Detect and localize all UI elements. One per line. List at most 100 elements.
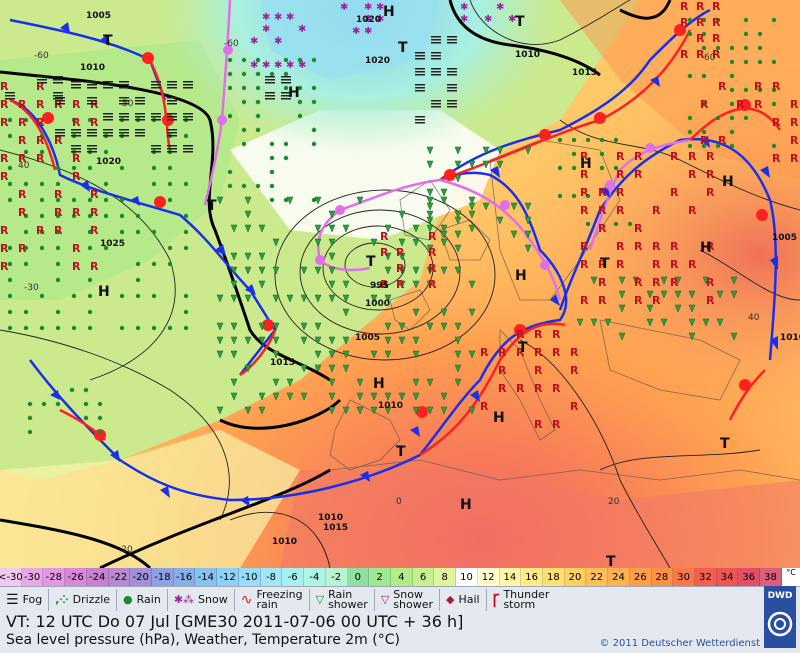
thunderstorm-mark: R	[712, 16, 721, 29]
rain-dot	[311, 127, 317, 133]
shower-mark	[426, 224, 434, 233]
rain-dot	[771, 17, 777, 23]
rain-dot	[23, 325, 29, 331]
warm-front-semicircles	[42, 24, 768, 441]
shower-mark	[702, 276, 710, 285]
thunderstorm-mark: R	[380, 278, 389, 291]
rain-dot	[255, 85, 261, 91]
fog-mark	[119, 132, 129, 134]
snow-mark: ✱	[298, 60, 306, 71]
rain-dot	[557, 165, 563, 171]
fog-mark	[167, 103, 177, 105]
thunderstorm-mark: R	[652, 204, 661, 217]
rain-dot	[69, 387, 75, 393]
rain-dot	[585, 221, 591, 227]
shower-mark	[230, 252, 238, 261]
shower-mark	[412, 280, 420, 289]
shower-mark	[286, 196, 294, 205]
rain-dot	[743, 31, 749, 37]
thunderstorm-mark: R	[772, 152, 781, 165]
fog-mark	[87, 100, 97, 102]
rain-dot	[23, 229, 29, 235]
rain-dot	[87, 293, 93, 299]
fog-mark	[281, 98, 291, 100]
scale-cell: -18	[152, 568, 174, 586]
rain-dot	[39, 197, 45, 203]
thunderstorm-mark: R	[18, 188, 27, 201]
thunderstorm-mark: R	[580, 204, 589, 217]
thunderstorm-mark: R	[428, 246, 437, 259]
shower-mark	[342, 294, 350, 303]
scale-cell: 38	[760, 568, 782, 586]
thunderstorm-mark: R	[54, 188, 63, 201]
shower-mark	[328, 280, 336, 289]
rain-dot	[757, 59, 763, 65]
thunderstorm-mark: R	[696, 48, 705, 61]
fog-mark	[151, 151, 161, 153]
pressure-label: 1015	[323, 523, 348, 533]
shower-mark	[454, 364, 462, 373]
thunderstorm-mark: R	[700, 98, 709, 111]
rain-dot	[311, 141, 317, 147]
shower-mark	[412, 406, 420, 415]
snow-mark: ✱	[340, 2, 348, 13]
thunderstorm-mark: R	[18, 134, 27, 147]
thunderstorm-mark: R	[598, 204, 607, 217]
shower-mark	[482, 202, 490, 211]
shower-mark	[216, 196, 224, 205]
rain-dot	[771, 101, 777, 107]
fog-mark	[103, 113, 113, 115]
scale-cell: 26	[629, 568, 652, 586]
fog-mark	[183, 145, 193, 147]
rain-dot	[55, 401, 61, 407]
rain-dot	[7, 117, 13, 123]
shower-mark	[328, 406, 336, 415]
thunderstorm-mark: R	[680, 16, 689, 29]
shower-mark	[230, 280, 238, 289]
pressure-label: 1015	[270, 358, 295, 368]
shower-mark	[454, 216, 462, 225]
svg-text:-60: -60	[34, 51, 49, 61]
rain-dot	[729, 87, 735, 93]
high-marker: H	[383, 4, 395, 20]
fog-mark	[119, 97, 129, 99]
thunderstorm-mark: R	[670, 240, 679, 253]
fog-mark	[151, 84, 161, 86]
fog-mark	[135, 103, 145, 105]
thunderstorm-mark: R	[0, 80, 9, 93]
rain-dot	[39, 293, 45, 299]
thunderstorm-mark: R	[718, 80, 727, 93]
drizzle-icon: ,⁘	[55, 593, 69, 606]
snow-mark: ✱	[496, 2, 504, 13]
fog-mark	[431, 100, 441, 102]
shower-mark	[272, 238, 280, 247]
thunderstorm-mark: R	[552, 346, 561, 359]
fog-symbols	[5, 36, 457, 153]
shower-mark	[454, 174, 462, 183]
snow-mark: ✱	[460, 2, 468, 13]
shower-mark	[300, 294, 308, 303]
thunderstorm-mark: R	[428, 230, 437, 243]
shower-mark	[370, 238, 378, 247]
shower-mark	[314, 224, 322, 233]
shower-mark	[454, 350, 462, 359]
shower-mark	[426, 160, 434, 169]
shower-mark	[440, 196, 448, 205]
shower-mark	[300, 364, 308, 373]
rain-dot	[167, 261, 173, 267]
thunderstorm-mark: R	[396, 262, 405, 275]
fog-mark	[87, 103, 97, 105]
rain-dot	[87, 165, 93, 171]
shower-mark	[398, 252, 406, 261]
low-marker: T	[396, 444, 406, 460]
shower-mark	[440, 322, 448, 331]
rain-dot	[297, 85, 303, 91]
fog-mark	[167, 132, 177, 134]
shower-mark	[272, 336, 280, 345]
shower-mark	[314, 350, 322, 359]
rain-dot	[241, 85, 247, 91]
scale-cell: -6	[282, 568, 305, 586]
shower-mark	[328, 266, 336, 275]
rain-dot	[135, 277, 141, 283]
fog-mark	[167, 119, 177, 121]
